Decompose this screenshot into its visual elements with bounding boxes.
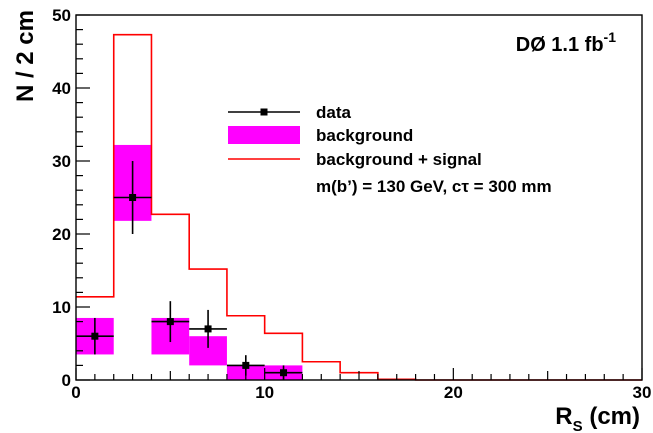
data-marker	[280, 369, 288, 377]
y-tick-label: 50	[52, 6, 71, 25]
x-tick-label: 30	[633, 383, 652, 402]
legend-entry: background	[228, 126, 413, 145]
legend-entry: m(b’) = 130 GeV, cτ = 300 mm	[316, 177, 552, 196]
data-marker	[166, 318, 174, 326]
data-marker	[204, 325, 212, 333]
annotation-superscript: -1	[604, 29, 617, 45]
data-point	[226, 355, 265, 376]
legend-label: background	[316, 126, 413, 145]
legend-entry: data	[228, 103, 352, 122]
data-marker	[91, 332, 99, 340]
x-axis-title: RS (cm)	[555, 403, 640, 433]
x-tick-label: 0	[71, 383, 80, 402]
x-axis-title-subscript: S	[573, 418, 583, 433]
axes-layer: 0 10 20 30 0 10 20 30 40 50	[52, 6, 651, 402]
x-axis-title-unit: (cm)	[583, 403, 640, 430]
legend-label: m(b’) = 130 GeV, cτ = 300 mm	[316, 177, 552, 196]
legend-label: background + signal	[316, 150, 482, 169]
y-tick-label: 0	[62, 371, 71, 390]
data-marker	[129, 194, 137, 201]
y-tick-label: 40	[52, 79, 71, 98]
legend-background-swatch	[228, 126, 300, 144]
legend: data background background + signal m(b’) =…	[228, 103, 552, 196]
y-tick-label: 20	[52, 225, 71, 244]
y-axis-title: N / 2 cm	[12, 10, 39, 102]
data-point	[113, 161, 152, 234]
x-axis-title-main: R	[555, 403, 572, 430]
y-tick-label: 30	[52, 152, 71, 171]
x-tick-label: 20	[444, 383, 463, 402]
annotation-main: DØ 1.1 fb	[516, 34, 604, 56]
legend-entry: background + signal	[228, 150, 482, 169]
legend-label: data	[316, 103, 352, 122]
data-point	[151, 301, 190, 343]
x-tick-label: 10	[255, 383, 274, 402]
data-points-layer	[76, 161, 303, 380]
data-marker	[242, 361, 250, 369]
legend-data-marker	[260, 108, 268, 116]
data-point	[189, 309, 227, 348]
y-tick-label: 10	[52, 298, 71, 317]
experiment-annotation: DØ 1.1 fb-1	[516, 29, 616, 56]
